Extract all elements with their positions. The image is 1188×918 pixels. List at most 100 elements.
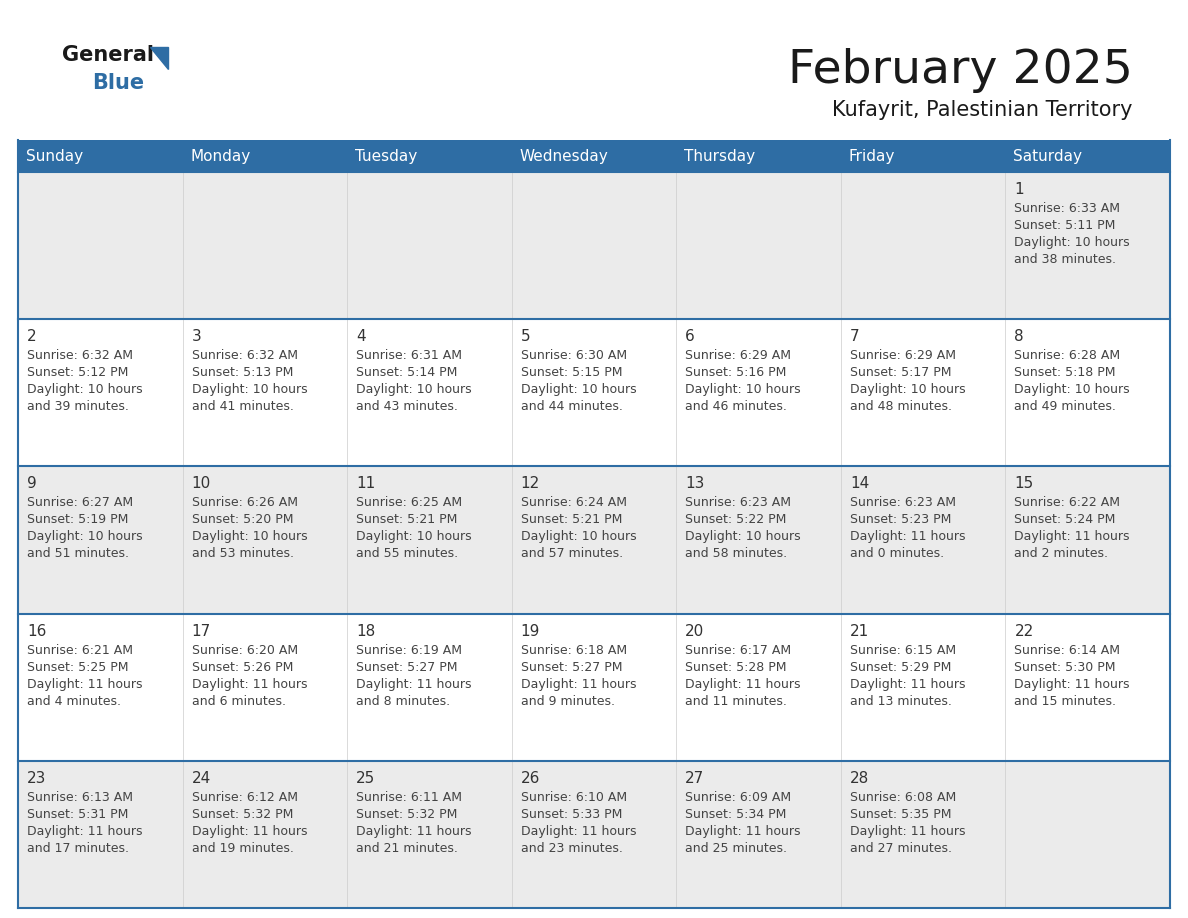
Text: and 21 minutes.: and 21 minutes. (356, 842, 459, 855)
Bar (841, 172, 1005, 319)
Text: Daylight: 11 hours: Daylight: 11 hours (520, 824, 637, 838)
Text: Daylight: 11 hours: Daylight: 11 hours (356, 677, 472, 690)
Bar (841, 466, 1005, 613)
Text: Daylight: 10 hours: Daylight: 10 hours (520, 383, 637, 397)
Text: Daylight: 11 hours: Daylight: 11 hours (191, 677, 307, 690)
Text: Sunset: 5:30 PM: Sunset: 5:30 PM (1015, 661, 1116, 674)
Bar (841, 613, 1005, 761)
Bar (18, 172, 183, 319)
Text: Sunset: 5:20 PM: Sunset: 5:20 PM (191, 513, 293, 526)
Text: Sunrise: 6:10 AM: Sunrise: 6:10 AM (520, 790, 627, 804)
Bar (183, 466, 347, 613)
Text: Sunrise: 6:14 AM: Sunrise: 6:14 AM (1015, 644, 1120, 656)
Text: Sunset: 5:32 PM: Sunset: 5:32 PM (356, 808, 457, 821)
Bar (347, 466, 512, 613)
Text: and 39 minutes.: and 39 minutes. (27, 400, 128, 413)
Bar (18, 319, 183, 466)
Text: and 4 minutes.: and 4 minutes. (27, 695, 121, 708)
Text: Sunset: 5:16 PM: Sunset: 5:16 PM (685, 366, 786, 379)
Text: Sunrise: 6:25 AM: Sunrise: 6:25 AM (356, 497, 462, 509)
Text: Sunset: 5:34 PM: Sunset: 5:34 PM (685, 808, 786, 821)
Text: 1: 1 (1015, 182, 1024, 197)
Text: 19: 19 (520, 623, 541, 639)
Text: and 15 minutes.: and 15 minutes. (1015, 695, 1117, 708)
Text: and 0 minutes.: and 0 minutes. (849, 547, 944, 560)
Bar (512, 466, 676, 613)
Text: Daylight: 10 hours: Daylight: 10 hours (685, 531, 801, 543)
Text: Sunrise: 6:26 AM: Sunrise: 6:26 AM (191, 497, 297, 509)
Text: Daylight: 10 hours: Daylight: 10 hours (1015, 383, 1130, 397)
Text: Sunset: 5:13 PM: Sunset: 5:13 PM (191, 366, 293, 379)
Text: and 46 minutes.: and 46 minutes. (685, 400, 788, 413)
Text: Sunrise: 6:23 AM: Sunrise: 6:23 AM (849, 497, 956, 509)
Text: Daylight: 11 hours: Daylight: 11 hours (849, 824, 966, 838)
Text: Sunset: 5:28 PM: Sunset: 5:28 PM (685, 661, 786, 674)
Text: 6: 6 (685, 330, 695, 344)
Text: Sunset: 5:21 PM: Sunset: 5:21 PM (520, 513, 623, 526)
Text: Sunrise: 6:24 AM: Sunrise: 6:24 AM (520, 497, 627, 509)
Text: Daylight: 11 hours: Daylight: 11 hours (1015, 677, 1130, 690)
Text: 10: 10 (191, 476, 210, 491)
Text: Daylight: 10 hours: Daylight: 10 hours (27, 383, 143, 397)
Bar (347, 319, 512, 466)
Text: and 9 minutes.: and 9 minutes. (520, 695, 614, 708)
Bar (512, 319, 676, 466)
Text: 25: 25 (356, 771, 375, 786)
Text: and 25 minutes.: and 25 minutes. (685, 842, 788, 855)
Text: 4: 4 (356, 330, 366, 344)
Text: 18: 18 (356, 623, 375, 639)
Bar (1005, 761, 1170, 908)
Text: and 48 minutes.: and 48 minutes. (849, 400, 952, 413)
Text: 13: 13 (685, 476, 704, 491)
Text: Sunset: 5:12 PM: Sunset: 5:12 PM (27, 366, 128, 379)
Text: and 23 minutes.: and 23 minutes. (520, 842, 623, 855)
Bar (183, 319, 347, 466)
Text: Daylight: 11 hours: Daylight: 11 hours (1015, 531, 1130, 543)
Text: Sunset: 5:25 PM: Sunset: 5:25 PM (27, 661, 128, 674)
Text: Sunset: 5:19 PM: Sunset: 5:19 PM (27, 513, 128, 526)
Text: and 6 minutes.: and 6 minutes. (191, 695, 285, 708)
Text: 5: 5 (520, 330, 530, 344)
Text: 12: 12 (520, 476, 541, 491)
Bar (183, 761, 347, 908)
Text: 2: 2 (27, 330, 37, 344)
Bar (347, 172, 512, 319)
Text: Daylight: 11 hours: Daylight: 11 hours (27, 824, 143, 838)
Text: Sunrise: 6:28 AM: Sunrise: 6:28 AM (1015, 349, 1120, 363)
Text: Sunset: 5:31 PM: Sunset: 5:31 PM (27, 808, 128, 821)
Text: Friday: Friday (849, 149, 896, 163)
Text: 27: 27 (685, 771, 704, 786)
Text: Daylight: 11 hours: Daylight: 11 hours (685, 677, 801, 690)
Bar (183, 613, 347, 761)
Bar (347, 613, 512, 761)
Text: Sunrise: 6:11 AM: Sunrise: 6:11 AM (356, 790, 462, 804)
Text: and 41 minutes.: and 41 minutes. (191, 400, 293, 413)
Text: Sunset: 5:21 PM: Sunset: 5:21 PM (356, 513, 457, 526)
Text: Sunrise: 6:30 AM: Sunrise: 6:30 AM (520, 349, 627, 363)
Text: Daylight: 11 hours: Daylight: 11 hours (191, 824, 307, 838)
Text: Sunset: 5:11 PM: Sunset: 5:11 PM (1015, 219, 1116, 232)
Text: Sunrise: 6:18 AM: Sunrise: 6:18 AM (520, 644, 627, 656)
Text: 11: 11 (356, 476, 375, 491)
Text: Sunset: 5:24 PM: Sunset: 5:24 PM (1015, 513, 1116, 526)
Text: Sunrise: 6:33 AM: Sunrise: 6:33 AM (1015, 202, 1120, 215)
Text: Sunrise: 6:32 AM: Sunrise: 6:32 AM (191, 349, 297, 363)
Text: and 57 minutes.: and 57 minutes. (520, 547, 623, 560)
Text: and 19 minutes.: and 19 minutes. (191, 842, 293, 855)
Text: Sunset: 5:14 PM: Sunset: 5:14 PM (356, 366, 457, 379)
Text: Sunrise: 6:20 AM: Sunrise: 6:20 AM (191, 644, 298, 656)
Bar (676, 761, 841, 908)
Text: Daylight: 11 hours: Daylight: 11 hours (27, 677, 143, 690)
Bar (676, 613, 841, 761)
Polygon shape (150, 47, 168, 69)
Text: General: General (62, 45, 154, 65)
Text: and 51 minutes.: and 51 minutes. (27, 547, 129, 560)
Bar (841, 761, 1005, 908)
Bar (676, 172, 841, 319)
Text: and 43 minutes.: and 43 minutes. (356, 400, 459, 413)
Text: Thursday: Thursday (684, 149, 756, 163)
Text: Daylight: 11 hours: Daylight: 11 hours (356, 824, 472, 838)
Text: Sunset: 5:29 PM: Sunset: 5:29 PM (849, 661, 952, 674)
Text: Sunday: Sunday (26, 149, 83, 163)
Text: 21: 21 (849, 623, 870, 639)
